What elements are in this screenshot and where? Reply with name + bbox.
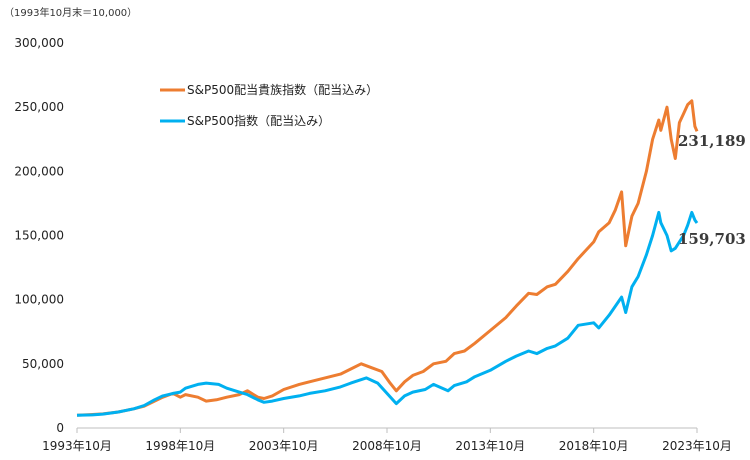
x-tick-label: 2003年10月: [249, 439, 319, 453]
x-tick-label: 2023年10月: [662, 439, 732, 453]
legend-label: S&P500指数（配当込み）: [187, 113, 330, 128]
end-labels: 231,189 159,703: [678, 132, 746, 248]
y-tick-label: 200,000: [14, 164, 64, 178]
legend: S&P500配当貴族指数（配当込み） S&P500指数（配当込み）: [160, 82, 378, 128]
x-tick-label: 2013年10月: [455, 439, 525, 453]
y-tick-label: 150,000: [14, 229, 64, 243]
end-value-label: 159,703: [678, 230, 746, 248]
y-tick-label: 50,000: [22, 357, 64, 371]
y-tick-label: 250,000: [14, 100, 64, 114]
x-tick-label: 2008年10月: [352, 439, 422, 453]
x-tick-label: 1998年10月: [145, 439, 215, 453]
x-tick-label: 2018年10月: [559, 439, 629, 453]
end-value-label: 231,189: [678, 132, 746, 150]
legend-label: S&P500配当貴族指数（配当込み）: [187, 82, 378, 97]
y-tick-label: 100,000: [14, 293, 64, 307]
y-tick-label: 0: [56, 421, 64, 435]
x-tick-label: 1993年10月: [42, 439, 112, 453]
y-tick-label: 300,000: [14, 36, 64, 50]
series-layer: [76, 99, 699, 417]
aristocrats-series-line: [76, 99, 699, 417]
sp500-series-line: [76, 210, 699, 417]
axes: 0 50,000 100,000 150,000 200,000 250,000 300,0…: [14, 36, 732, 453]
base-note: （1993年10月末＝10,000）: [4, 8, 138, 19]
